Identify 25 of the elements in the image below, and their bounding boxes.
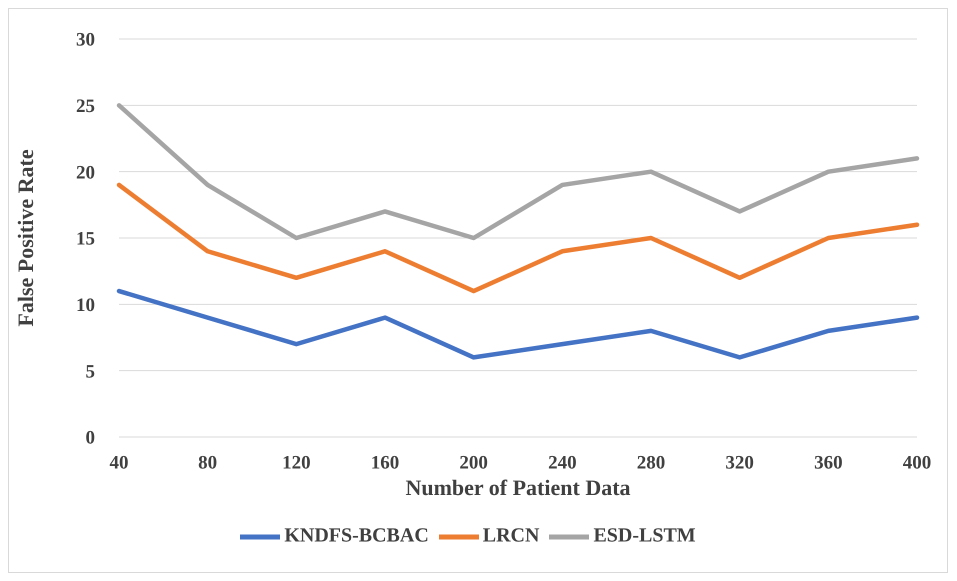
y-tick-label: 5: [86, 361, 95, 382]
legend-label: KNDFS-BCBAC: [284, 524, 429, 547]
y-tick-label: 25: [76, 96, 95, 118]
line-series: [116, 103, 920, 240]
y-tick-label: 0: [86, 428, 95, 449]
x-tick-label: 160: [370, 452, 400, 474]
line-series: [116, 182, 920, 294]
y-tick-label: 15: [76, 228, 95, 250]
x-axis-title: Number of Patient Data: [405, 475, 631, 500]
x-tick-label: 320: [725, 452, 754, 474]
x-tick-label: 360: [814, 452, 843, 474]
y-tick-label: 20: [76, 162, 95, 184]
legend-label: ESD-LSTM: [593, 524, 696, 547]
y-tick-label: 30: [76, 30, 95, 51]
y-axis-title: False Positive Rate: [12, 149, 38, 327]
x-tick-label: 120: [282, 452, 311, 474]
legend-label: LRCN: [482, 524, 540, 547]
x-tick-label: 400: [902, 452, 932, 474]
line-series: [116, 288, 920, 360]
x-tick-label: 40: [110, 452, 128, 474]
x-tick-label: 80: [198, 452, 218, 474]
x-tick-label: 240: [548, 452, 577, 474]
x-tick-label: 280: [636, 452, 666, 474]
y-tick-label: 10: [76, 295, 95, 316]
x-tick-label: 200: [459, 452, 488, 474]
